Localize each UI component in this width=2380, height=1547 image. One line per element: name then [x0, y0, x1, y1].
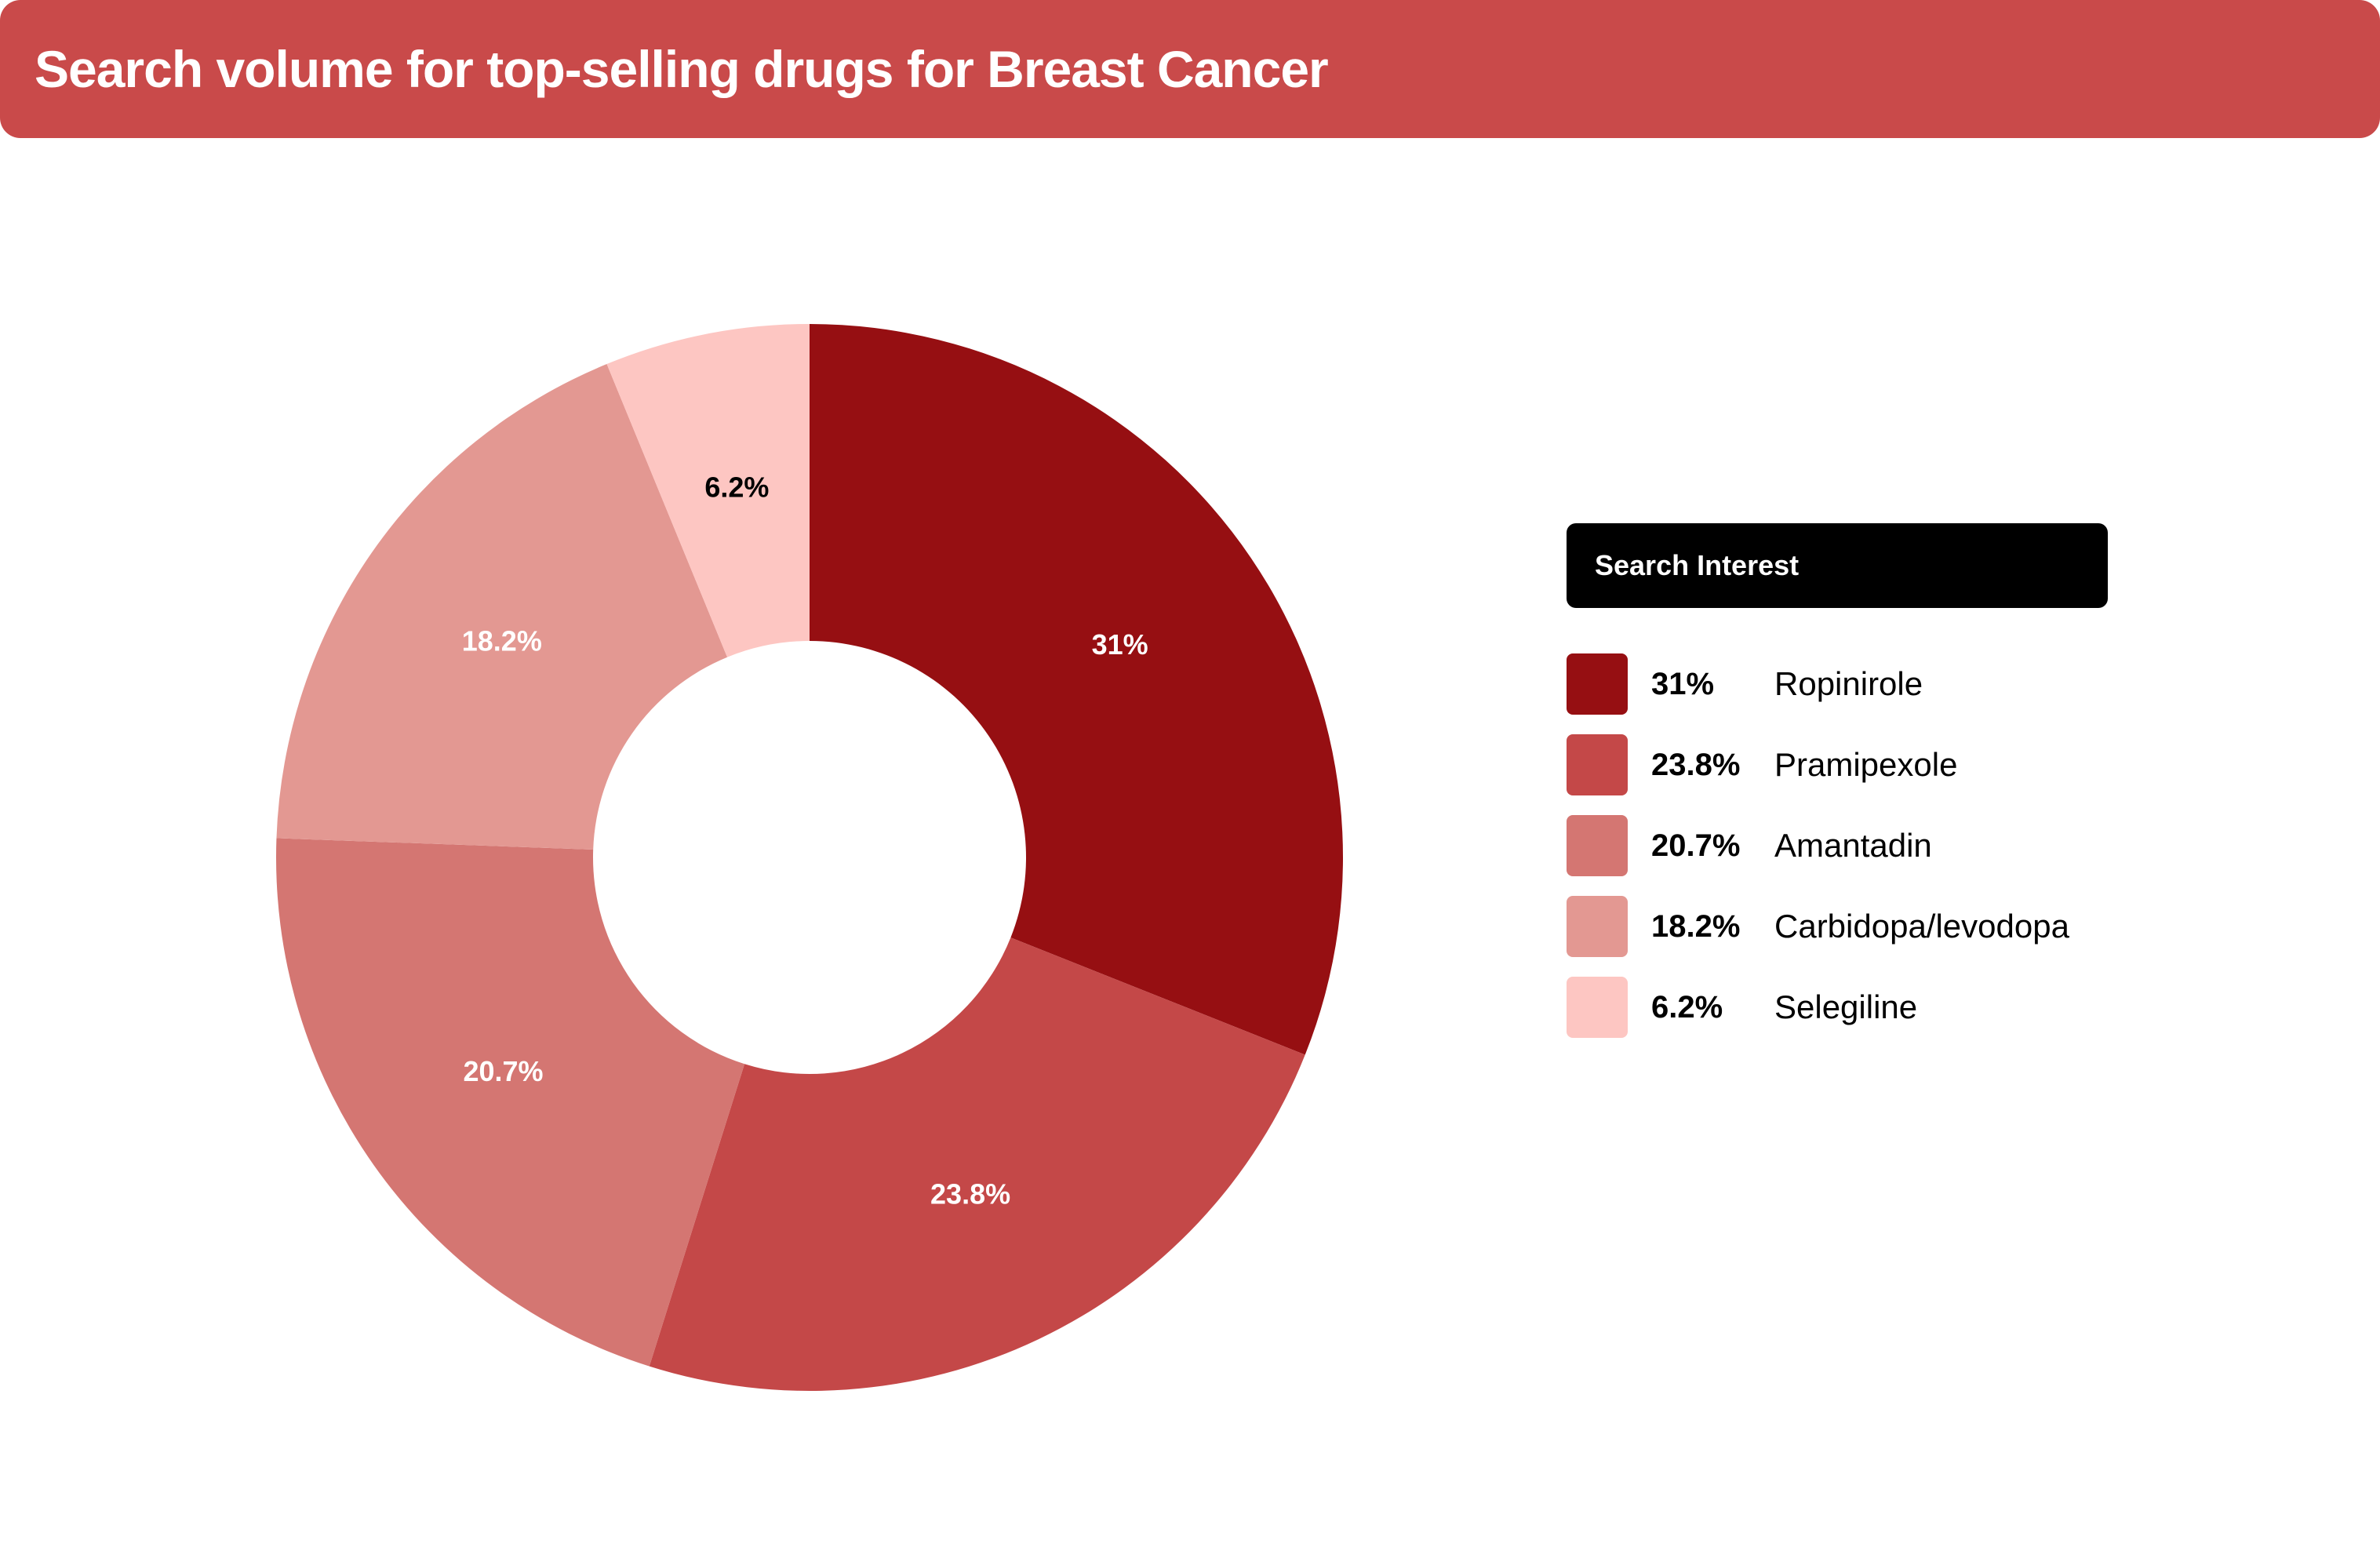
- legend-item: 18.2% Carbidopa/levodopa: [1567, 896, 2108, 957]
- slice-selegiline: [606, 324, 810, 657]
- legend-value: 20.7%: [1651, 828, 1741, 863]
- slice-label: 23.8%: [930, 1178, 1010, 1210]
- legend-label: Amantadin: [1774, 827, 1932, 864]
- legend: Search Interest 31% Ropinirole 23.8% Pramip…: [1567, 523, 2108, 1057]
- legend-label: Selegiline: [1774, 988, 1918, 1025]
- slice-label: 18.2%: [462, 624, 542, 657]
- slice-amantadin: [276, 838, 745, 1367]
- slice-carbidopa-levodopa: [276, 364, 728, 850]
- legend-item: 20.7% Amantadin: [1567, 815, 2108, 876]
- slice-label: 6.2%: [704, 471, 769, 504]
- legend-swatch: [1567, 896, 1628, 957]
- legend-label: Pramipexole: [1774, 746, 1958, 783]
- legend-value: 18.2%: [1651, 908, 1741, 944]
- slice-label: 20.7%: [463, 1055, 543, 1087]
- legend-header: Search Interest: [1567, 523, 2108, 608]
- slice-ropinirole: [810, 324, 1343, 1055]
- legend-item: 23.8% Pramipexole: [1567, 734, 2108, 795]
- title-bar: Search volume for top-selling drugs for …: [0, 0, 2380, 138]
- legend-label: Carbidopa/levodopa: [1774, 908, 2069, 945]
- legend-value: 23.8%: [1651, 747, 1741, 782]
- legend-item: 31% Ropinirole: [1567, 653, 2108, 715]
- chart-title: Search volume for top-selling drugs for …: [35, 40, 1329, 98]
- legend-value: 31%: [1651, 666, 1715, 701]
- legend-list: 31% Ropinirole 23.8% Pramipexole 20.7% Amanta…: [1567, 653, 2108, 1038]
- legend-swatch: [1567, 653, 1628, 715]
- legend-swatch: [1567, 815, 1628, 876]
- slice-pramipexole: [649, 937, 1305, 1391]
- legend-swatch: [1567, 977, 1628, 1038]
- legend-item: 6.2% Selegiline: [1567, 977, 2108, 1038]
- slice-label: 31%: [1092, 628, 1148, 661]
- legend-label: Ropinirole: [1774, 665, 1923, 702]
- legend-swatch: [1567, 734, 1628, 795]
- legend-value: 6.2%: [1651, 989, 1723, 1025]
